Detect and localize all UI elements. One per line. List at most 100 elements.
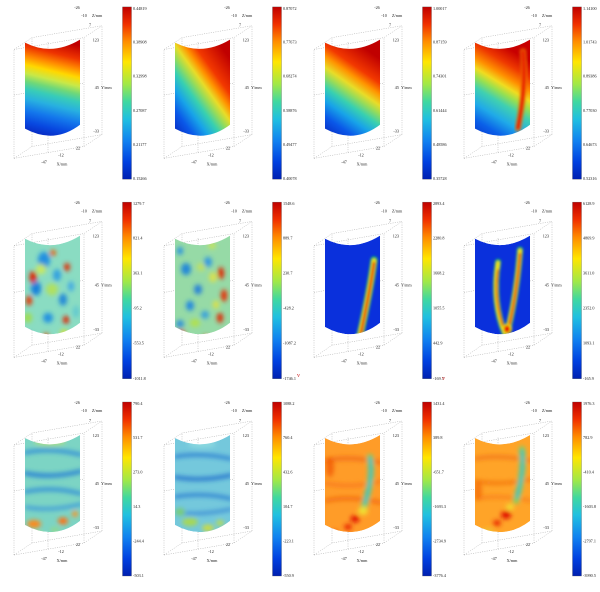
colorbar-tick: -651.7 [433, 470, 444, 475]
z-tick: -10 [381, 13, 387, 18]
colorbar-tick: 0.74301 [433, 74, 447, 79]
colorbar-tick: 3611.0 [583, 271, 594, 276]
colorbar-tick: 0.38908 [133, 40, 147, 45]
shear-band [356, 256, 378, 335]
x-tick: 22 [76, 542, 80, 547]
colorbar [122, 6, 132, 180]
y-axis-label: Y/mm [251, 85, 262, 90]
colorbar [572, 201, 582, 379]
colorbar-tick: 442.9 [433, 341, 442, 346]
colorbar-tick: 2893.4 [433, 201, 445, 206]
x-axis-label: X/mm [57, 361, 68, 366]
z-tick: 7 [389, 218, 391, 223]
x-tick: -47 [491, 556, 497, 561]
subplot-r1c4: -26 -10 Z/mm 7 123 45 Y/mm -33 22 -12 -4… [450, 0, 600, 195]
cylinder-surface [175, 435, 230, 533]
axis-box [313, 221, 403, 358]
y-tick: 45 [395, 85, 399, 90]
x-tick: 22 [76, 145, 80, 150]
cylinder-surface [475, 39, 530, 136]
speckle-field [176, 242, 227, 335]
x-axis-label: X/mm [357, 161, 368, 166]
cylinder-surface [325, 39, 380, 136]
cylinder-surface [175, 39, 230, 136]
colorbar-tick: -553.5 [133, 341, 144, 346]
colorbar-tick: 0.77673 [283, 40, 297, 45]
axis-box [13, 25, 103, 159]
subplot-svg: -26 -10 Z/mm 7 123 45 Y/mm -33 22 -12 -4… [313, 400, 447, 578]
colorbar-tick: -503.1 [133, 573, 144, 578]
x-tick: 22 [376, 344, 380, 349]
colorbar-tick: 531.7 [133, 435, 142, 440]
z-tick: -26 [374, 200, 380, 205]
y-tick: 123 [393, 38, 399, 43]
x-tick: -47 [41, 358, 47, 363]
z-tick: 7 [389, 418, 391, 423]
colorbar-labels: 1.00017 0.87159 0.74301 0.61444 0.48586 … [433, 6, 448, 181]
colorbar-tick: 0.87072 [283, 6, 297, 11]
axis-ticks: -26 -10 Z/mm 7 123 45 Y/mm -33 22 -12 -4… [491, 400, 562, 563]
axis-ticks: -26 -10 Z/mm 7 123 45 Y/mm -33 22 -12 -4… [341, 400, 412, 563]
x-axis-label: X/mm [57, 558, 68, 563]
z-axis-label: Z/mm [242, 408, 253, 413]
z-tick: -10 [381, 208, 387, 213]
x-tick: -47 [191, 556, 197, 561]
colorbar-tick: -165.9 [583, 376, 594, 381]
axis-ticks: -26 -10 Z/mm 7 123 45 Y/mm -33 22 -12 -4… [491, 5, 562, 166]
y-tick: 45 [95, 481, 99, 486]
subplot-svg: -26 -10 Z/mm 7 123 45 Y/mm -33 22 -12 -4… [463, 200, 595, 381]
axis-box [463, 420, 553, 556]
axis-ticks: -26 -10 Z/mm 7 123 45 Y/mm -33 22 -12 -4… [191, 400, 262, 563]
y-axis-label: Y/mm [101, 282, 112, 287]
subplot-r2c2: -26 -10 Z/mm 7 123 45 Y/mm -33 22 -12 -4… [150, 195, 300, 395]
colorbar-tick: 1093.1 [583, 341, 595, 346]
colorbar [572, 6, 582, 180]
annotation-mark: v [297, 373, 300, 379]
z-axis-label: Z/mm [92, 408, 103, 413]
colorbar [422, 201, 432, 379]
colorbar-tick: 0.44819 [133, 6, 147, 11]
z-tick: -10 [381, 408, 387, 413]
cylinder-surface [25, 435, 80, 533]
z-tick: -26 [224, 5, 230, 10]
cylinder-surface [25, 235, 80, 335]
cylinder-surface [325, 235, 380, 335]
colorbar-tick: -2734.9 [433, 539, 446, 544]
z-tick: 7 [389, 23, 391, 28]
z-axis-label: Z/mm [542, 408, 553, 413]
z-tick: -26 [224, 200, 230, 205]
subplot-r3c3: -26 -10 Z/mm 7 123 45 Y/mm -33 22 -12 -4… [300, 395, 450, 592]
colorbar-tick: -244.4 [133, 539, 145, 544]
subplot-svg: -26 -10 Z/mm 7 123 45 Y/mm -33 22 -12 -4… [463, 5, 597, 181]
z-tick: -10 [231, 208, 237, 213]
subplot-r2c4: -26 -10 Z/mm 7 123 45 Y/mm -33 22 -12 -4… [450, 195, 600, 395]
colorbar-tick: 1976.3 [583, 401, 595, 406]
z-tick: 7 [239, 23, 241, 28]
x-tick: 22 [526, 344, 530, 349]
z-axis-label: Z/mm [242, 13, 253, 18]
x-tick: -12 [208, 549, 214, 554]
subplot-r1c2: -26 -10 Z/mm 7 123 45 Y/mm -33 22 -12 -4… [150, 0, 300, 195]
x-tick: -12 [58, 351, 64, 356]
axis-ticks: -26 -10 Z/mm 7 123 45 Y/mm -33 22 -12 -4… [41, 400, 112, 563]
colorbar-tick: 1088.2 [283, 401, 295, 406]
x-tick: -47 [341, 556, 347, 561]
y-axis-label: Y/mm [401, 481, 412, 486]
colorbar-tick: 889.7 [283, 236, 292, 241]
x-tick: 22 [226, 344, 230, 349]
colorbar-tick: 2352.0 [583, 306, 595, 311]
colorbar [122, 401, 132, 577]
colorbar-tick: -3776.4 [433, 573, 447, 578]
z-tick: 7 [539, 418, 541, 423]
z-tick: 7 [89, 23, 91, 28]
z-tick: -10 [531, 408, 537, 413]
colorbar [272, 6, 282, 180]
y-tick: 123 [543, 234, 549, 239]
axis-box [463, 221, 553, 358]
colorbar-tick: 0.27087 [133, 108, 147, 113]
colorbar-tick: 1.00017 [433, 6, 447, 11]
colorbar-tick: 790.4 [133, 401, 143, 406]
axis-box [163, 221, 253, 358]
z-axis-label: Z/mm [392, 208, 403, 213]
colorbar-tick: 821.4 [133, 236, 143, 241]
